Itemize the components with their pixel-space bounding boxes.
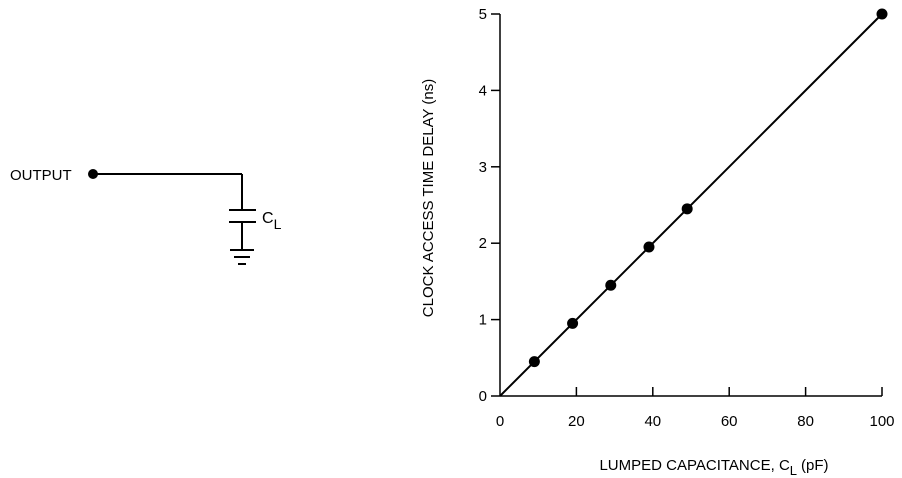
data-point [605, 279, 617, 291]
capacitor-label: CL [262, 210, 282, 232]
x-tick-label: 20 [568, 413, 585, 430]
data-point [876, 8, 888, 20]
x-tick-label: 80 [797, 413, 814, 430]
y-tick-label: 4 [479, 82, 487, 99]
capacitor-label-main: C [262, 210, 274, 227]
x-tick-label: 100 [869, 413, 894, 430]
y-axis-label: CLOCK ACCESS TIME DELAY (ns) [420, 79, 437, 317]
x-axis-label-unit: (pF) [801, 457, 829, 474]
y-ticks: 0 1 2 3 4 5 [479, 6, 500, 405]
x-axis-label-sub: L [790, 463, 797, 478]
x-ticks: 0 20 40 60 80 100 [496, 387, 895, 430]
y-tick-label: 0 [479, 388, 487, 405]
chart: 0 1 2 3 4 5 0 20 40 60 80 100 CLOCK ACCESS TIME DE… [420, 6, 895, 478]
data-point [643, 241, 655, 253]
output-label: OUTPUT [10, 167, 72, 184]
data-point [681, 203, 693, 215]
y-tick-label: 5 [479, 6, 487, 23]
data-point [528, 356, 540, 368]
data-points [528, 8, 888, 368]
y-tick-label: 3 [479, 159, 487, 176]
x-tick-label: 0 [496, 413, 504, 430]
y-tick-label: 2 [479, 235, 487, 252]
x-axis-label-main: LUMPED CAPACITANCE, C [599, 457, 789, 474]
y-tick-label: 1 [479, 312, 487, 329]
data-point [567, 317, 579, 329]
x-tick-label: 60 [721, 413, 738, 430]
x-tick-label: 40 [644, 413, 661, 430]
x-axis-label: LUMPED CAPACITANCE, CL (pF) [599, 457, 828, 478]
circuit-schematic: OUTPUT CL [10, 167, 282, 265]
capacitor-label-sub: L [274, 216, 282, 232]
